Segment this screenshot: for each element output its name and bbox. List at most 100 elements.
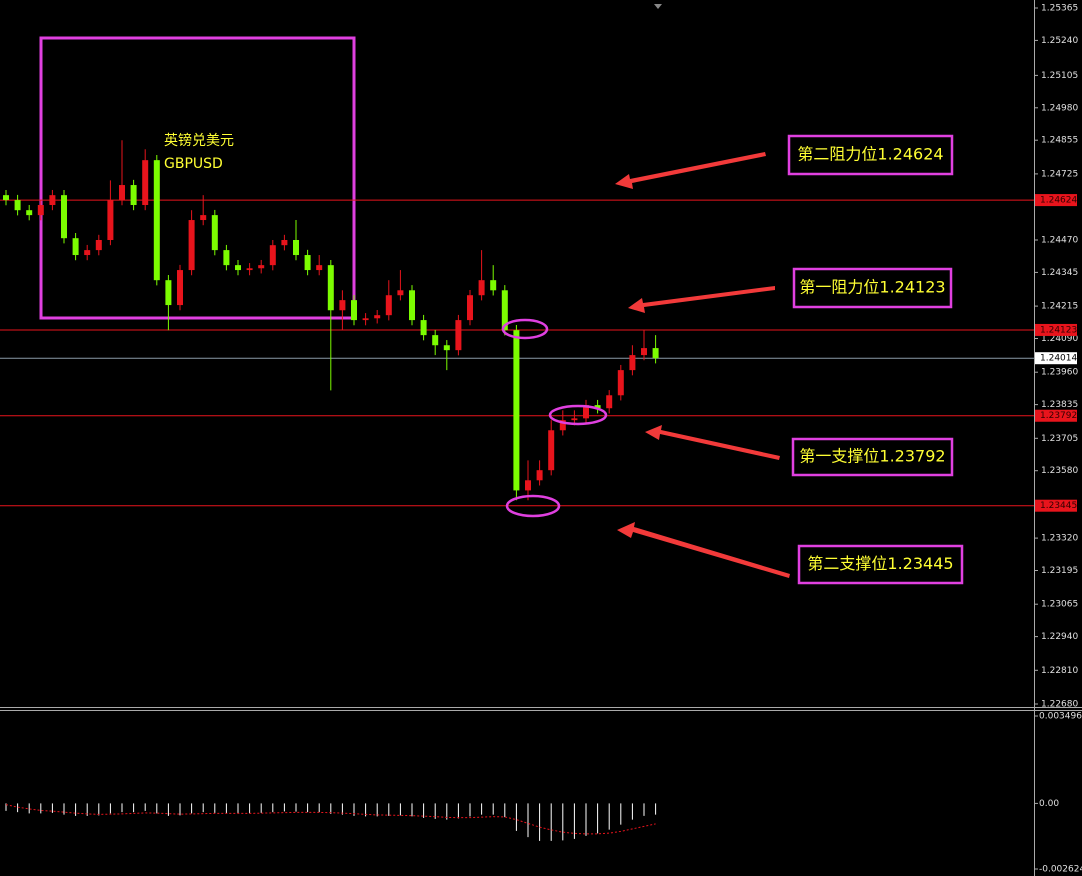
y-tick-label: 1.23705 [1041,434,1078,444]
candle-body [188,220,195,271]
signal-line [5,804,656,835]
candle-body [641,348,647,356]
arrow [617,522,790,578]
candle-body [606,395,613,409]
candle-body [490,280,497,291]
candle-body [165,280,172,306]
candle-body [583,405,589,419]
candle-body [211,215,218,251]
overlays [501,318,608,518]
y-tick-label: 1.23065 [1041,600,1078,610]
y-tick-label: 1.24090 [1041,334,1078,344]
candle-body [200,215,207,221]
y-tick-label: 0.003496 [1039,712,1082,722]
candle-body [37,205,44,216]
annotation-box [792,267,953,309]
candle-body [3,195,9,201]
y-tick-label: 1.24345 [1041,268,1078,278]
candle-body [513,330,520,491]
arrow [615,152,766,189]
candle-body [559,420,566,431]
candle-body [525,480,531,491]
y-tick-label: 1.24725 [1041,169,1078,179]
candle-body [49,195,56,206]
y-tick-label: 1.22940 [1041,632,1078,642]
last-price-label: 1.24014 [1040,354,1077,364]
candle-body [61,195,67,239]
highlight-ellipse [548,404,608,426]
level-label: 1.23792 [1040,411,1077,421]
candle-body [14,200,21,211]
level-label: 1.24123 [1040,325,1077,335]
candle-body [223,250,230,266]
annotation-box [797,544,964,585]
y-tick-label: 1.22680 [1041,700,1078,710]
candle-body [304,255,311,271]
marks: 1.25365 1.25240 1.25105 1.24980 1.24855 1.247… [0,4,1082,875]
y-tick-label: 1.22810 [1041,666,1078,676]
y-tick-label: 1.23835 [1041,400,1078,410]
y-tick-label: 1.25105 [1041,71,1078,81]
candle-body [571,418,578,421]
candle-body [467,295,473,321]
candle-body [339,300,346,311]
y-tick-label: 1.23580 [1041,466,1078,476]
candle-body [258,265,265,269]
y-tick-label: 1.25365 [1041,4,1078,14]
last-price-bg [1035,352,1077,365]
candle-body [72,238,79,256]
candle-body [478,280,485,296]
candle-body [362,318,369,321]
arrow [645,425,780,460]
candle-body [629,355,636,371]
y-tick-label: 1.24470 [1041,236,1078,246]
candle-body [548,430,555,471]
candle-body [409,290,415,321]
annotation-text: 第一阻力位1.24123 [799,278,945,297]
candle-body [385,295,392,316]
level-label: 1.23445 [1040,501,1077,511]
candle-body [293,240,299,256]
candle-body [501,290,508,331]
candle-body [246,268,253,271]
annotation-box [791,437,954,477]
candle-body [26,210,33,216]
highlight-box [39,36,356,320]
candle-body [327,265,334,311]
candle-body [351,300,357,321]
y-tick-label: 1.25240 [1041,36,1078,46]
candle-body [374,315,381,319]
candle-body [316,265,323,271]
candle-body [420,320,427,336]
level-label-bg [1035,194,1077,207]
level-label-bg [1035,499,1077,512]
candle-body [652,348,659,359]
highlight-ellipse [501,318,549,340]
candle-body [455,320,462,351]
y-tick-label: 0.00 [1039,799,1059,809]
level-label: 1.24624 [1040,196,1077,206]
y-tick-label: 1.24980 [1041,103,1078,113]
candle-body [95,240,102,251]
annotation-text: 第二阻力位1.24624 [797,145,943,164]
candle-body [594,405,601,409]
shift-marker [654,4,662,9]
candle-body [130,185,137,206]
arrows [615,152,790,578]
annotation-text: 第二支撑位1.23445 [807,554,953,573]
candle-body [84,250,91,256]
level-label-bg [1035,409,1077,422]
candle-body [432,335,439,346]
arrow [628,286,775,313]
candle-body [281,240,288,246]
candle-body [107,200,114,240]
candle-body [142,160,149,206]
candle-body [269,245,276,266]
y-tick-label: 1.23195 [1041,566,1078,576]
y-tick-label: -0.002624 [1039,865,1082,875]
highlight-ellipse [505,494,561,518]
y-tick-label: 1.24215 [1041,302,1078,312]
y-tick-label: 1.24855 [1041,136,1078,146]
candle-body [617,370,624,396]
